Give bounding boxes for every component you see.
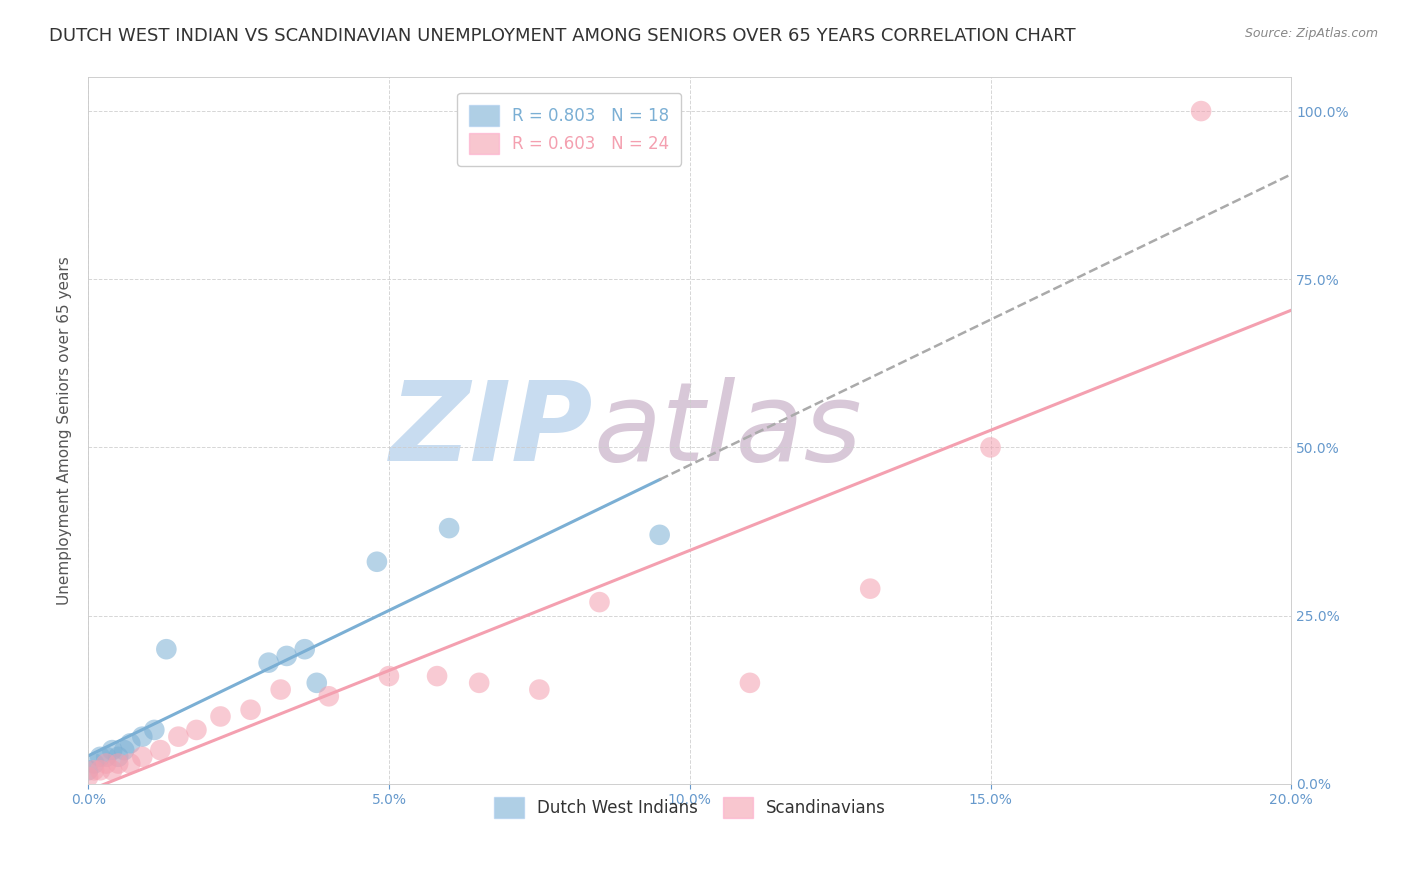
Point	[738, 676, 761, 690]
Point	[305, 676, 328, 690]
Text: atlas: atlas	[593, 377, 862, 484]
Point	[588, 595, 610, 609]
Point	[859, 582, 882, 596]
Point	[1189, 104, 1212, 119]
Point	[96, 749, 118, 764]
Point	[318, 690, 340, 704]
Point	[239, 703, 262, 717]
Point	[468, 676, 491, 690]
Point	[101, 743, 124, 757]
Point	[209, 709, 232, 723]
Point	[378, 669, 401, 683]
Point	[257, 656, 280, 670]
Point	[149, 743, 172, 757]
Point	[529, 682, 551, 697]
Point	[648, 528, 671, 542]
Point	[131, 749, 153, 764]
Text: Source: ZipAtlas.com: Source: ZipAtlas.com	[1244, 27, 1378, 40]
Text: ZIP: ZIP	[389, 377, 593, 484]
Point	[294, 642, 316, 657]
Point	[366, 555, 388, 569]
Point	[980, 441, 1002, 455]
Point	[120, 736, 142, 750]
Point	[186, 723, 208, 737]
Y-axis label: Unemployment Among Seniors over 65 years: Unemployment Among Seniors over 65 years	[58, 256, 72, 605]
Point	[107, 756, 129, 771]
Point	[83, 756, 105, 771]
Point	[89, 764, 111, 778]
Point	[96, 756, 118, 771]
Point	[89, 749, 111, 764]
Point	[143, 723, 166, 737]
Point	[437, 521, 460, 535]
Point	[101, 764, 124, 778]
Point	[131, 730, 153, 744]
Point	[276, 648, 298, 663]
Point	[77, 764, 100, 778]
Point	[270, 682, 292, 697]
Point	[120, 756, 142, 771]
Point	[155, 642, 177, 657]
Legend: Dutch West Indians, Scandinavians: Dutch West Indians, Scandinavians	[486, 790, 893, 825]
Point	[167, 730, 190, 744]
Text: DUTCH WEST INDIAN VS SCANDINAVIAN UNEMPLOYMENT AMONG SENIORS OVER 65 YEARS CORRE: DUTCH WEST INDIAN VS SCANDINAVIAN UNEMPL…	[49, 27, 1076, 45]
Point	[107, 749, 129, 764]
Point	[426, 669, 449, 683]
Point	[77, 770, 100, 784]
Point	[83, 764, 105, 778]
Point	[112, 743, 135, 757]
